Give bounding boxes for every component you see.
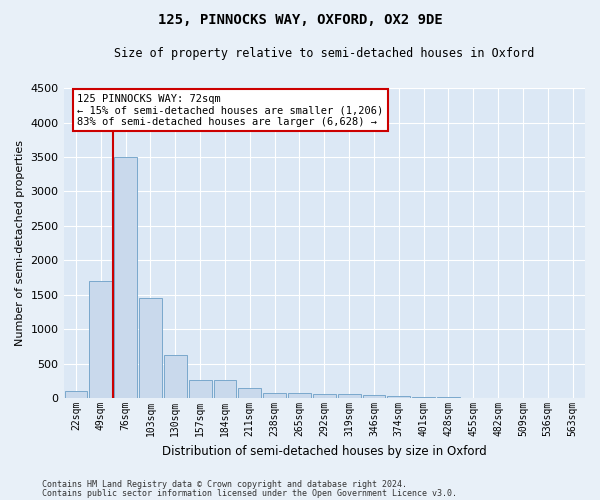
Text: 125 PINNOCKS WAY: 72sqm
← 15% of semi-detached houses are smaller (1,206)
83% of: 125 PINNOCKS WAY: 72sqm ← 15% of semi-de…	[77, 94, 383, 127]
Title: Size of property relative to semi-detached houses in Oxford: Size of property relative to semi-detach…	[114, 48, 535, 60]
Bar	[65, 391, 88, 398]
Bar	[412, 397, 435, 398]
Text: Contains public sector information licensed under the Open Government Licence v3: Contains public sector information licen…	[42, 489, 457, 498]
Bar	[188, 380, 212, 398]
Bar	[362, 395, 385, 398]
Bar	[338, 394, 361, 398]
Bar	[89, 281, 112, 398]
Bar	[288, 392, 311, 398]
Bar	[214, 380, 236, 398]
Bar	[388, 396, 410, 398]
Y-axis label: Number of semi-detached properties: Number of semi-detached properties	[15, 140, 25, 346]
Bar	[313, 394, 335, 398]
Text: Contains HM Land Registry data © Crown copyright and database right 2024.: Contains HM Land Registry data © Crown c…	[42, 480, 407, 489]
Bar	[114, 157, 137, 398]
Bar	[263, 392, 286, 398]
X-axis label: Distribution of semi-detached houses by size in Oxford: Distribution of semi-detached houses by …	[162, 444, 487, 458]
Bar	[164, 356, 187, 398]
Text: 125, PINNOCKS WAY, OXFORD, OX2 9DE: 125, PINNOCKS WAY, OXFORD, OX2 9DE	[158, 12, 442, 26]
Bar	[139, 298, 162, 398]
Bar	[238, 388, 261, 398]
